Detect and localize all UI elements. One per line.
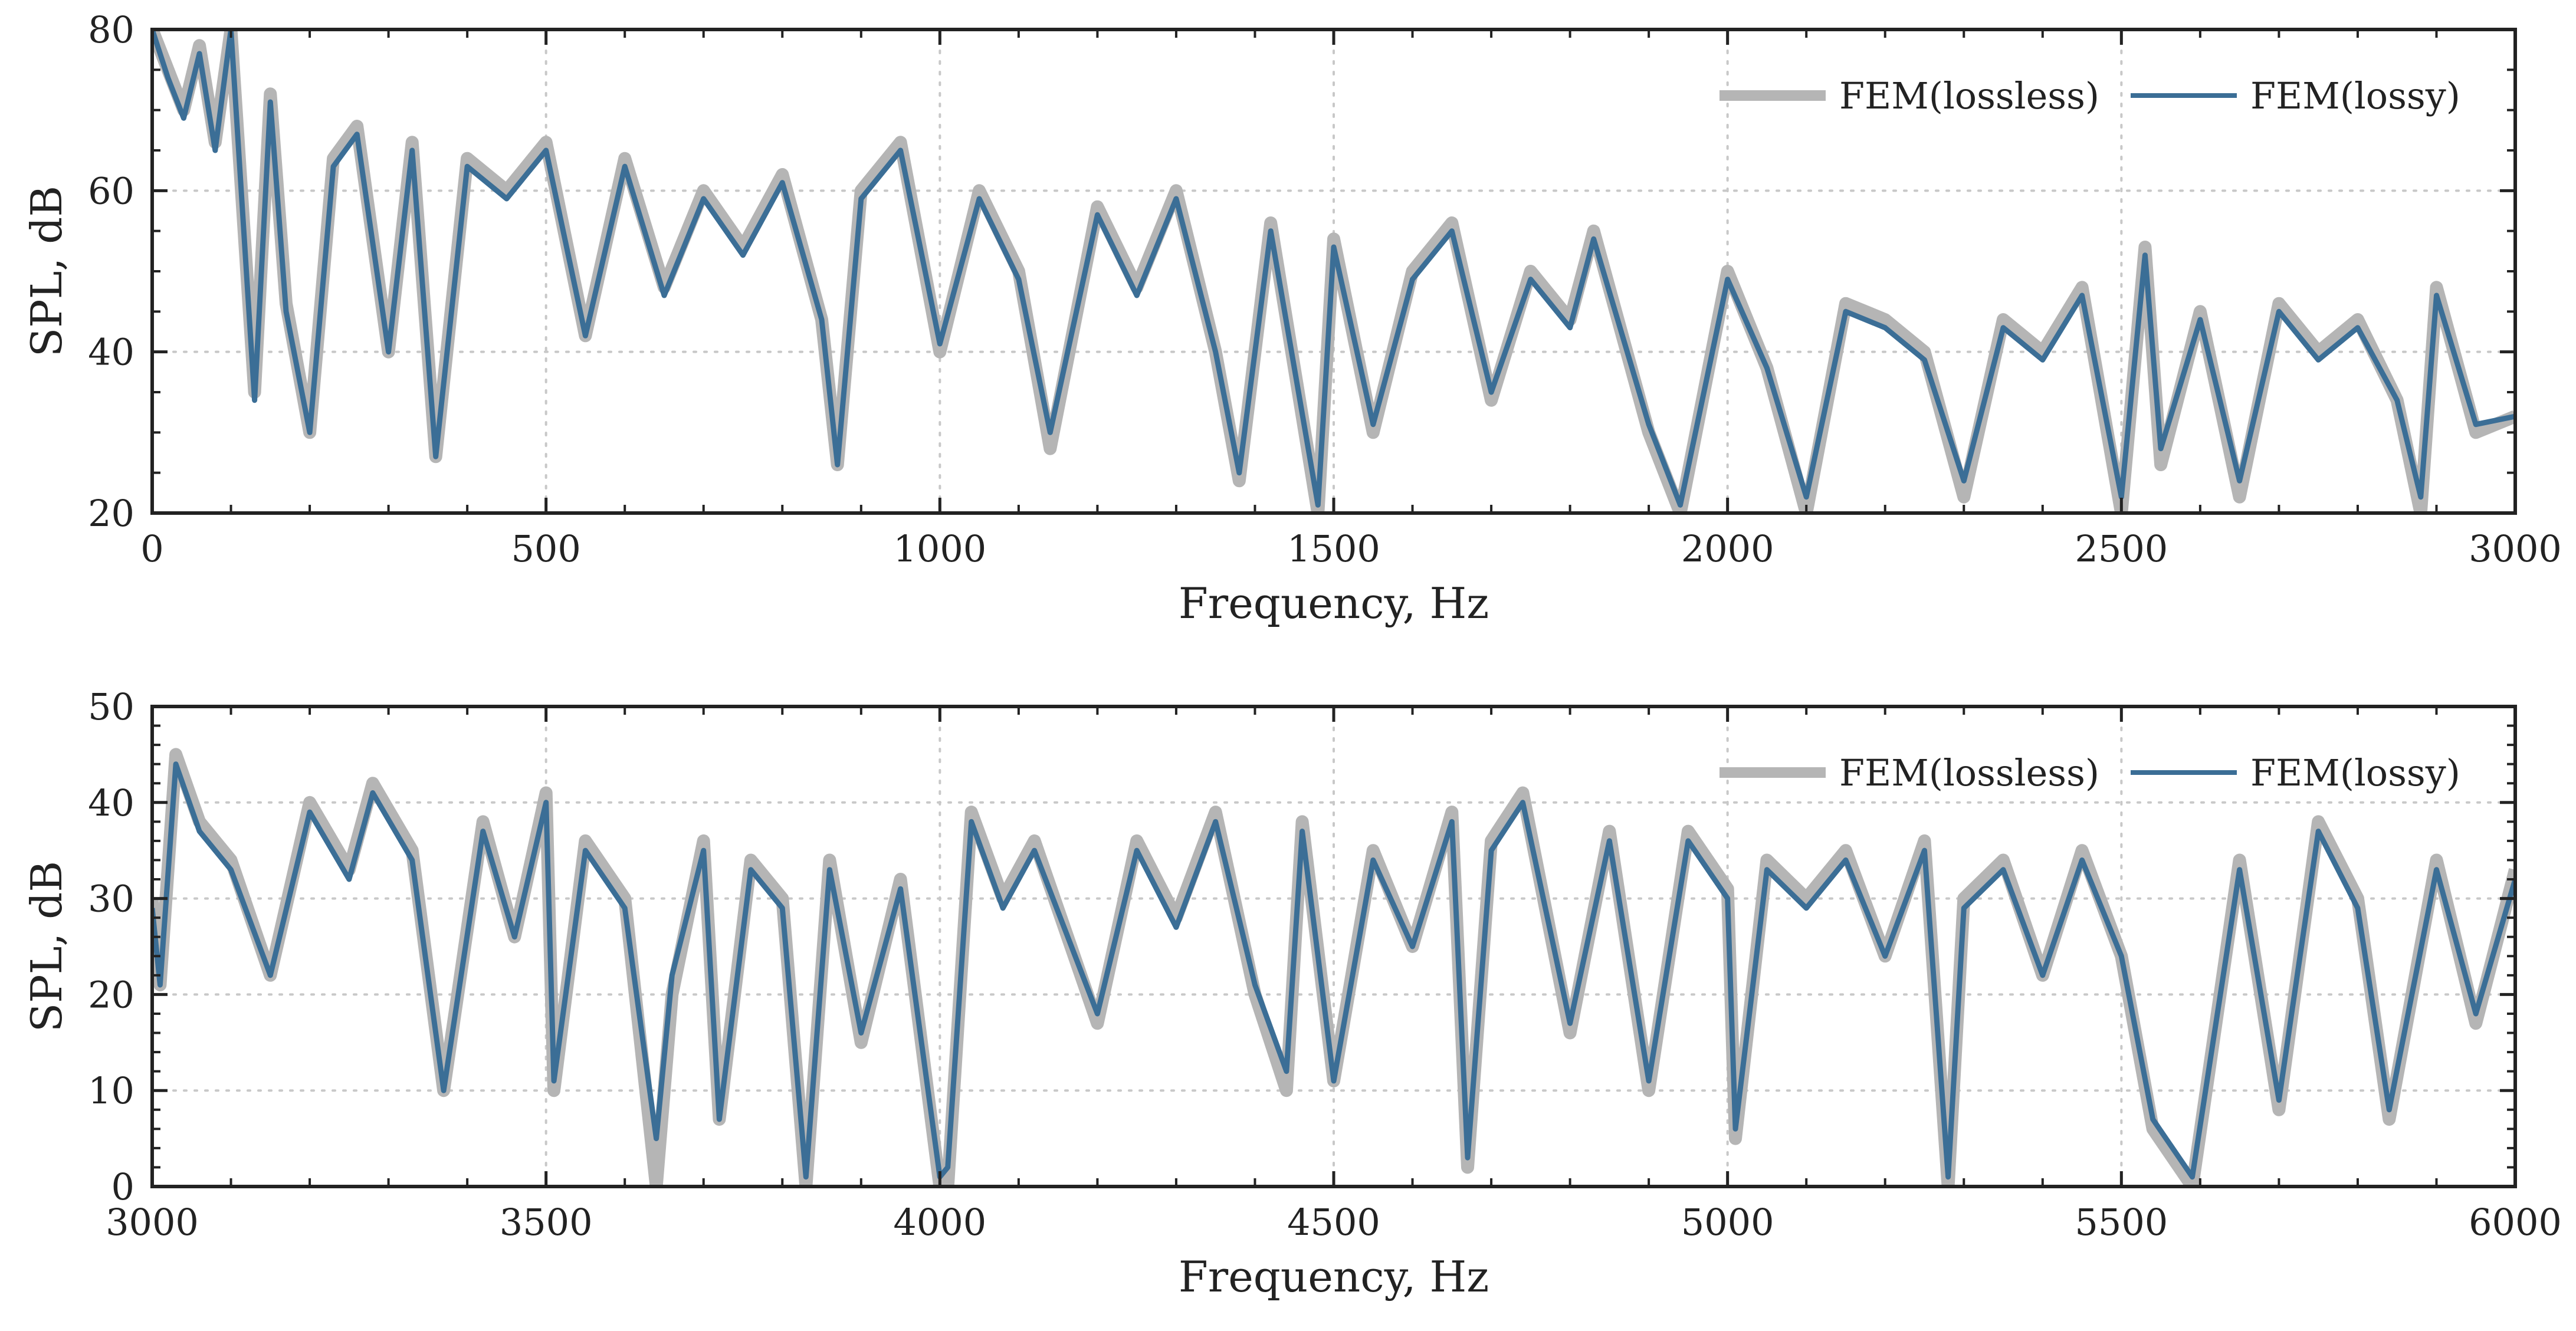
bottom-series xyxy=(152,748,2515,1187)
y-tick-label: 10 xyxy=(88,1069,134,1112)
y-tick-label: 80 xyxy=(88,8,134,51)
x-tick-label: 0 xyxy=(140,527,163,570)
bottom-legend: FEM(lossless) FEM(lossy) xyxy=(1719,751,2460,794)
top-panel: 0 500 1000 1500 2000 2500 3000 20 40 60 … xyxy=(22,8,2562,628)
x-tick-label: 4000 xyxy=(893,1201,986,1244)
x-tick-label: 5000 xyxy=(1681,1201,1774,1244)
bottom-ticks xyxy=(150,705,2517,1188)
y-tick-label: 50 xyxy=(88,685,134,728)
x-tick-label: 2500 xyxy=(2075,527,2168,570)
top-x-tick-labels: 0 500 1000 1500 2000 2500 3000 xyxy=(140,527,2562,570)
bottom-panel: 3000 3500 4000 4500 5000 5500 6000 0 10 … xyxy=(22,685,2562,1302)
bottom-x-tick-labels: 3000 3500 4000 4500 5000 5500 6000 xyxy=(106,1201,2562,1244)
top-y-tick-labels: 20 40 60 80 xyxy=(88,8,134,535)
x-tick-label: 3500 xyxy=(500,1201,593,1244)
top-x-axis-label: Frequency, Hz xyxy=(1179,579,1489,628)
y-tick-label: 20 xyxy=(88,973,134,1016)
bottom-x-axis-label: Frequency, Hz xyxy=(1179,1252,1489,1302)
top-series-lossy-line xyxy=(152,29,2515,508)
bottom-y-tick-labels: 0 10 20 30 40 50 xyxy=(88,685,134,1208)
y-tick-label: 30 xyxy=(88,878,134,921)
legend-lossless-label: FEM(lossless) xyxy=(1839,751,2099,794)
y-tick-label: 40 xyxy=(88,781,134,824)
x-tick-label: 3000 xyxy=(2469,527,2562,570)
bottom-series-lossy-line xyxy=(152,761,2515,1180)
x-tick-label: 5500 xyxy=(2075,1201,2168,1244)
top-y-axis-label: SPL, dB xyxy=(22,186,71,357)
legend-lossy-label: FEM(lossy) xyxy=(2250,74,2460,117)
y-tick-label: 20 xyxy=(88,492,134,535)
top-ticks xyxy=(150,28,2517,515)
y-tick-label: 0 xyxy=(111,1165,134,1208)
x-tick-label: 500 xyxy=(511,527,580,570)
bottom-grid xyxy=(151,705,2516,1188)
bottom-plot-frame xyxy=(150,705,2517,1188)
x-tick-label: 3000 xyxy=(106,1201,199,1244)
x-tick-label: 2000 xyxy=(1681,527,1774,570)
legend-lossless-label: FEM(lossless) xyxy=(1839,74,2099,117)
y-tick-label: 60 xyxy=(88,169,134,212)
x-tick-label: 6000 xyxy=(2469,1201,2562,1244)
top-legend: FEM(lossless) FEM(lossy) xyxy=(1719,74,2460,117)
x-tick-label: 1500 xyxy=(1287,527,1380,570)
x-tick-label: 4500 xyxy=(1287,1201,1380,1244)
top-series xyxy=(152,29,2515,513)
legend-lossy-label: FEM(lossy) xyxy=(2250,751,2460,794)
bottom-y-axis-label: SPL, dB xyxy=(22,861,71,1032)
x-tick-label: 1000 xyxy=(893,527,986,570)
y-tick-label: 40 xyxy=(88,331,134,374)
